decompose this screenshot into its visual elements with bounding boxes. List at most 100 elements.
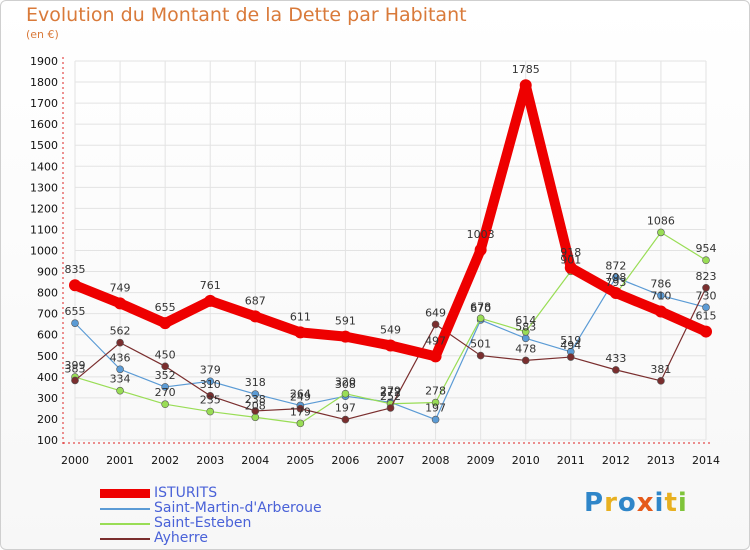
x-tick-label: 2012 [602, 454, 630, 467]
x-tick-label: 2005 [286, 454, 314, 467]
x-tick-label: 2003 [196, 454, 224, 467]
data-point [566, 353, 575, 361]
data-point [519, 79, 532, 92]
data-label: 381 [650, 363, 671, 376]
data-point [206, 391, 215, 400]
x-tick-label: 2001 [106, 454, 134, 467]
data-point [431, 320, 440, 329]
x-tick-label: 2010 [512, 454, 540, 467]
data-point [161, 400, 169, 409]
data-point [476, 314, 485, 323]
data-point [612, 273, 620, 282]
data-label: 954 [696, 242, 717, 255]
data-label: 497 [425, 334, 446, 347]
data-point [700, 325, 712, 338]
data-label: 591 [335, 315, 356, 328]
data-label: 352 [155, 369, 176, 382]
data-point [429, 350, 442, 363]
y-tick-label: 1600 [30, 118, 58, 131]
data-point [339, 330, 352, 343]
data-label: 670 [470, 302, 491, 315]
data-point [161, 362, 169, 371]
data-label: 615 [696, 310, 717, 323]
data-label: 379 [200, 363, 221, 376]
data-label: 399 [65, 359, 86, 372]
y-tick-label: 400 [37, 371, 58, 384]
data-point [296, 419, 305, 428]
y-tick-label: 1500 [30, 139, 58, 152]
data-point [564, 261, 577, 274]
data-label: 478 [515, 342, 536, 355]
data-label: 901 [560, 253, 581, 266]
x-tick-label: 2014 [692, 454, 720, 467]
data-point [657, 228, 665, 237]
data-point [657, 377, 665, 385]
data-label: 835 [65, 263, 86, 276]
data-point [431, 398, 440, 407]
x-tick-label: 2008 [422, 454, 450, 467]
data-point [251, 413, 260, 422]
data-point [294, 326, 307, 339]
data-label: 611 [290, 310, 311, 323]
legend-swatch-saint-martin-d-arberoue [100, 507, 150, 510]
x-tick-label: 2002 [151, 454, 179, 467]
chart-title: Evolution du Montant de la Dette par Hab… [26, 4, 467, 26]
y-tick-label: 1200 [30, 202, 58, 215]
data-point [386, 404, 395, 412]
data-point [161, 383, 169, 391]
legend-swatch-ayherre [100, 537, 150, 540]
data-label: 761 [200, 279, 221, 292]
x-tick-label: 2004 [241, 454, 269, 467]
data-label: 1003 [467, 228, 495, 241]
x-tick-label: 2000 [61, 454, 89, 467]
proxiti-logo: Proxiti [584, 488, 688, 518]
data-label: 786 [650, 278, 671, 291]
data-point [476, 351, 485, 360]
data-label: 334 [110, 373, 131, 386]
y-tick-label: 900 [37, 266, 58, 279]
y-tick-label: 800 [37, 287, 58, 300]
data-label: 583 [515, 320, 536, 333]
logo-letter: t [664, 488, 678, 518]
data-point [116, 338, 124, 347]
data-label: 270 [155, 386, 176, 399]
data-label: 655 [65, 305, 86, 318]
data-label: 1086 [647, 214, 675, 227]
legend-label-ayherre: Ayherre [154, 530, 208, 546]
data-point [116, 386, 124, 395]
data-label: 501 [470, 338, 491, 351]
data-point [114, 297, 127, 310]
y-tick-label: 1300 [30, 181, 58, 194]
data-label: 272 [380, 386, 401, 399]
data-point [249, 310, 262, 323]
data-point [702, 303, 710, 312]
x-tick-label: 2011 [557, 454, 585, 467]
data-label: 238 [245, 393, 266, 406]
legend-item-saint-esteben: Saint-Esteben [100, 516, 322, 531]
data-point [657, 291, 665, 300]
legend-label-isturits: ISTURITS [154, 485, 218, 501]
data-label: 308 [335, 378, 356, 391]
data-label: 655 [155, 301, 176, 314]
y-tick-label: 600 [37, 329, 58, 342]
data-point [116, 365, 124, 374]
data-label: 197 [335, 402, 356, 415]
y-tick-label: 300 [37, 392, 58, 405]
data-label: 433 [605, 352, 626, 365]
legend-item-isturits: ISTURITS [100, 486, 322, 501]
data-point [474, 243, 487, 256]
data-label: 436 [110, 351, 131, 364]
data-point [71, 319, 79, 327]
data-label: 519 [560, 334, 581, 347]
data-point [702, 283, 710, 292]
x-tick-label: 2009 [467, 454, 495, 467]
x-tick-label: 2013 [647, 454, 675, 467]
logo-letter: i [677, 488, 688, 518]
y-tick-label: 700 [37, 308, 58, 321]
data-label: 320 [335, 376, 356, 389]
data-point [431, 415, 440, 424]
data-point [251, 390, 260, 398]
data-point [702, 256, 710, 264]
logo-letter: i [654, 488, 665, 518]
